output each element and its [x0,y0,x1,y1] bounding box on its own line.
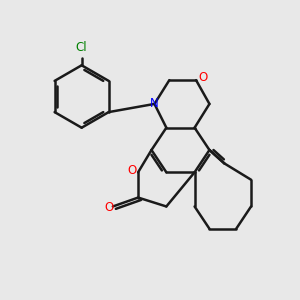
Text: O: O [198,71,207,84]
Text: N: N [150,98,159,110]
Text: O: O [127,164,136,177]
Text: Cl: Cl [76,41,88,54]
Text: O: O [105,202,114,214]
